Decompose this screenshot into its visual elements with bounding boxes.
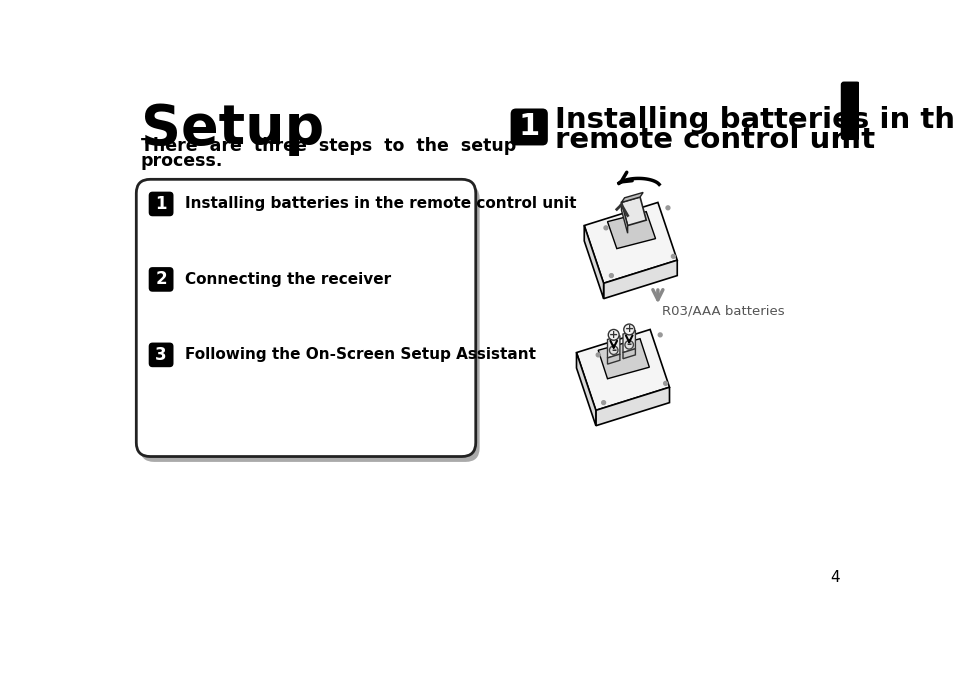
Text: +: + — [624, 324, 633, 334]
Text: Setup: Setup — [141, 102, 324, 156]
Circle shape — [658, 333, 661, 336]
Circle shape — [609, 346, 618, 355]
FancyBboxPatch shape — [840, 81, 860, 140]
Text: -: - — [626, 339, 631, 351]
Circle shape — [663, 382, 667, 386]
Text: Connecting the receiver: Connecting the receiver — [185, 272, 391, 287]
Circle shape — [671, 254, 675, 258]
Text: -: - — [611, 344, 616, 357]
Text: 2: 2 — [155, 271, 167, 289]
Text: +: + — [608, 330, 618, 340]
Polygon shape — [607, 212, 655, 248]
Polygon shape — [620, 192, 642, 203]
FancyBboxPatch shape — [149, 192, 173, 216]
Circle shape — [665, 206, 669, 210]
FancyBboxPatch shape — [510, 108, 547, 145]
Text: 3: 3 — [155, 346, 167, 364]
Text: There  are  three  steps  to  the  setup: There are three steps to the setup — [141, 137, 516, 155]
FancyBboxPatch shape — [149, 267, 173, 291]
Text: 1: 1 — [155, 195, 167, 213]
Circle shape — [624, 341, 633, 349]
Text: Installing batteries in the: Installing batteries in the — [555, 106, 953, 134]
Polygon shape — [607, 336, 619, 358]
Polygon shape — [607, 354, 619, 364]
Polygon shape — [576, 330, 669, 411]
Polygon shape — [576, 353, 596, 426]
Polygon shape — [603, 260, 677, 299]
Text: Installing batteries in the remote control unit: Installing batteries in the remote contr… — [185, 197, 576, 211]
Circle shape — [601, 400, 605, 404]
Text: 1: 1 — [518, 112, 539, 141]
Circle shape — [603, 226, 607, 229]
FancyBboxPatch shape — [136, 179, 476, 456]
Polygon shape — [622, 349, 635, 359]
Polygon shape — [598, 339, 649, 379]
Text: 4: 4 — [829, 570, 840, 585]
Polygon shape — [622, 330, 635, 353]
Circle shape — [596, 353, 599, 357]
Circle shape — [609, 274, 613, 277]
Polygon shape — [620, 203, 627, 234]
Text: R03/AAA batteries: R03/AAA batteries — [661, 304, 783, 317]
Text: remote control unit: remote control unit — [555, 127, 874, 154]
Text: Following the On-Screen Setup Assistant: Following the On-Screen Setup Assistant — [185, 347, 536, 362]
Polygon shape — [583, 225, 603, 299]
Polygon shape — [620, 197, 645, 225]
FancyBboxPatch shape — [149, 343, 173, 367]
FancyBboxPatch shape — [140, 184, 479, 462]
Polygon shape — [596, 387, 669, 426]
Polygon shape — [583, 203, 677, 283]
Circle shape — [623, 324, 634, 335]
Circle shape — [608, 330, 618, 341]
Text: process.: process. — [141, 152, 223, 170]
